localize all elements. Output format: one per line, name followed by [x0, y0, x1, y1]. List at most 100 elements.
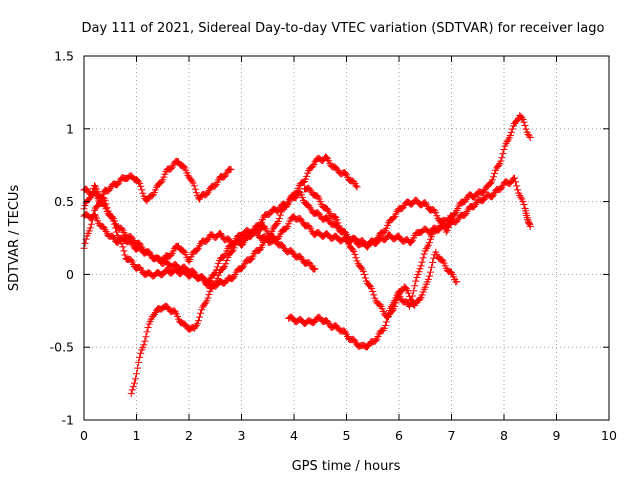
data-point [445, 220, 453, 228]
data-point [192, 189, 200, 197]
data-point [167, 251, 175, 259]
data-point [180, 162, 188, 170]
data-series [80, 111, 534, 398]
y-tick-label: 0 [66, 267, 74, 282]
series-arc-5 [127, 111, 534, 398]
data-point [211, 182, 219, 190]
x-tick-label: 5 [343, 428, 351, 443]
data-point [521, 122, 529, 130]
data-point [306, 203, 314, 211]
data-point [411, 282, 419, 290]
data-point [513, 182, 521, 190]
data-point [506, 131, 514, 139]
data-point [137, 349, 145, 357]
data-point [231, 241, 239, 249]
data-point [488, 176, 496, 184]
x-tick-label: 3 [238, 428, 246, 443]
data-point [127, 238, 135, 246]
data-point [131, 375, 139, 383]
axis-ticks: 0 1 2 3 4 5 6 7 8 9 10 -1 -0.5 0 0.5 1 1.5 [50, 49, 617, 444]
data-point [520, 118, 528, 126]
data-point [149, 312, 157, 320]
data-point [500, 146, 508, 154]
data-point [415, 268, 423, 276]
y-tick-label: -0.5 [50, 340, 74, 355]
data-point [341, 231, 349, 239]
data-point [292, 193, 300, 201]
data-point [503, 138, 511, 146]
data-point [128, 386, 136, 394]
data-point [213, 263, 221, 271]
data-point [511, 174, 518, 182]
data-point [306, 185, 314, 193]
data-point [491, 169, 499, 177]
data-point [284, 200, 292, 208]
x-tick-label: 9 [553, 428, 561, 443]
x-tick-label: 6 [395, 428, 403, 443]
data-point [353, 183, 361, 191]
data-point [113, 228, 121, 236]
data-point [526, 222, 534, 230]
data-point [138, 186, 146, 194]
data-point [333, 165, 341, 173]
data-point [229, 274, 237, 282]
data-point [351, 250, 359, 258]
data-point [407, 300, 415, 308]
data-point [91, 181, 98, 189]
data-point [471, 202, 479, 210]
y-tick-label: 1.5 [54, 49, 74, 64]
data-point [442, 228, 450, 236]
data-point [276, 211, 284, 219]
x-tick-label: 10 [601, 428, 617, 443]
data-point [421, 199, 429, 207]
data-point [133, 370, 140, 378]
data-point [403, 299, 411, 307]
data-point [134, 364, 142, 372]
data-point [392, 299, 400, 307]
x-tick-label: 2 [185, 428, 193, 443]
data-point [334, 219, 342, 227]
data-point [309, 162, 317, 170]
data-point [448, 269, 455, 277]
data-point [197, 309, 205, 317]
data-point [495, 161, 503, 169]
data-point [210, 281, 218, 289]
data-point [193, 246, 201, 254]
data-point [382, 224, 390, 232]
x-tick-label: 0 [80, 428, 88, 443]
data-point [424, 275, 432, 283]
data-point [514, 186, 522, 194]
data-point [139, 189, 147, 197]
data-point [203, 190, 211, 198]
data-point [143, 328, 151, 336]
y-tick-label: 0.5 [54, 194, 74, 209]
data-point [522, 125, 530, 133]
data-point [217, 229, 224, 237]
data-point [142, 333, 150, 341]
data-point [519, 197, 527, 205]
data-point [311, 265, 319, 273]
data-point [223, 257, 231, 265]
data-point [87, 191, 95, 199]
data-point [196, 313, 203, 321]
y-axis-label: SDTVAR / TECUs [7, 185, 22, 292]
data-point [461, 197, 469, 205]
data-point [391, 302, 399, 310]
data-point [120, 247, 128, 255]
data-point [418, 291, 426, 299]
data-point [432, 209, 440, 217]
y-tick-label: -1 [62, 413, 74, 428]
data-point [203, 237, 211, 245]
data-point [261, 223, 269, 231]
data-point [275, 215, 283, 223]
data-point [121, 251, 129, 259]
data-point [110, 220, 118, 228]
data-point [137, 265, 145, 273]
data-point [402, 285, 410, 293]
data-point [135, 358, 143, 366]
x-tick-label: 8 [500, 428, 508, 443]
data-point [413, 273, 421, 281]
data-point [130, 379, 138, 387]
data-point [352, 254, 360, 262]
y-tick-label: 1 [66, 121, 74, 136]
